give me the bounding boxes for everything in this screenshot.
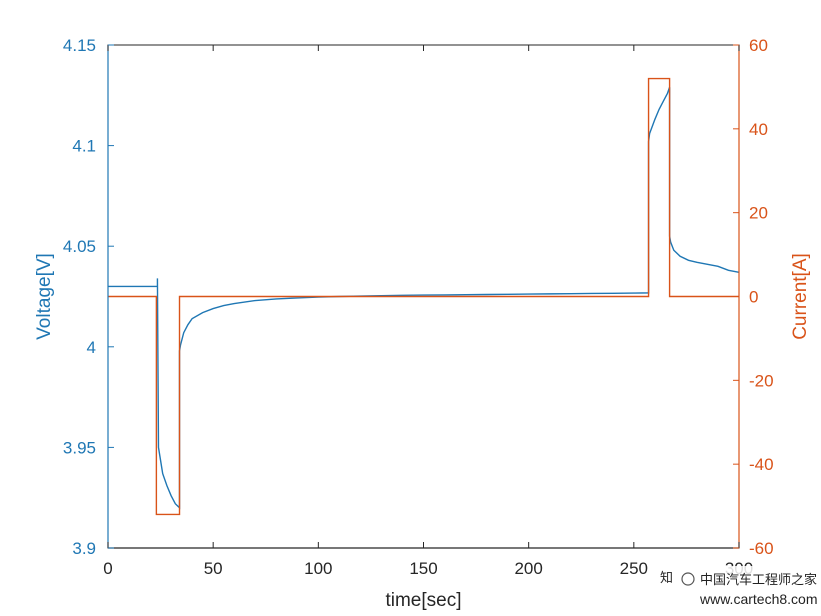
- y-left-tick-label: 4.05: [63, 237, 96, 256]
- y-left-tick-label: 3.95: [63, 438, 96, 457]
- x-tick-label: 100: [304, 559, 332, 578]
- watermark-circle-icon: [681, 572, 695, 586]
- y-left-tick-label: 4.15: [63, 36, 96, 55]
- x-tick-label: 150: [409, 559, 437, 578]
- y-left-tick-label: 4.1: [72, 137, 96, 156]
- ticks-layer: 0501001502002503003.93.9544.054.14.15-60…: [63, 36, 774, 578]
- series-layer: [108, 77, 740, 516]
- watermark-zhihu-icon: 知: [660, 570, 673, 586]
- x-tick-label: 0: [103, 559, 112, 578]
- y-right-tick-label: 0: [749, 288, 758, 307]
- x-tick-label: 200: [514, 559, 542, 578]
- watermark-site: www.cartech8.com: [699, 591, 817, 607]
- x-tick-label: 50: [204, 559, 223, 578]
- y-right-tick-label: -20: [749, 371, 774, 390]
- watermark-title: 中国汽车工程师之家: [700, 572, 817, 588]
- x-tick-label: 250: [620, 559, 648, 578]
- voltage-series-line: [108, 87, 740, 510]
- y-right-tick-label: 40: [749, 120, 768, 139]
- x-axis-label: time[sec]: [385, 590, 461, 611]
- y-left-tick-label: 4: [87, 338, 96, 357]
- y-left-tick-label: 3.9: [72, 539, 96, 558]
- y-right-tick-label: -40: [749, 455, 774, 474]
- y-right-tick-label: 60: [749, 36, 768, 55]
- y-right-tick-label: 20: [749, 204, 768, 223]
- current-series-line: [108, 77, 739, 516]
- y-axis-left-label: Voltage[V]: [34, 253, 55, 340]
- y-right-tick-label: -60: [749, 539, 774, 558]
- y-axis-right-label: Current[A]: [790, 253, 811, 340]
- watermark-logo: 知 中国汽车工程师之家 www.cartech8.com: [648, 566, 821, 616]
